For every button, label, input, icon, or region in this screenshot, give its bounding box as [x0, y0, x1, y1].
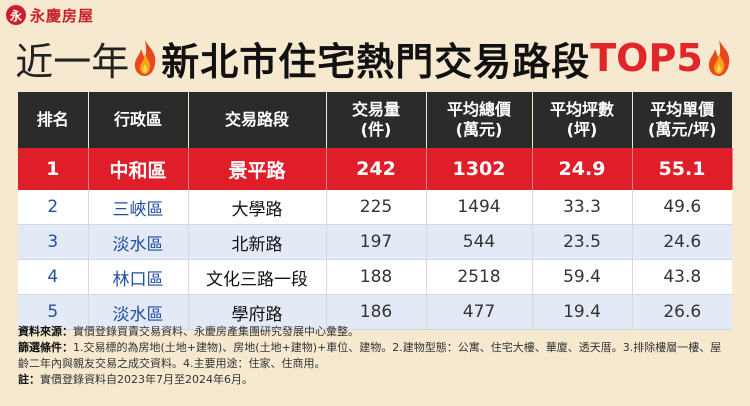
header-district: 行政區 [88, 92, 189, 148]
cell-avg-total: 1302 [426, 148, 533, 190]
cell-rank: 2 [18, 190, 89, 225]
cell-volume: 242 [326, 148, 427, 190]
cell-rank: 4 [18, 259, 89, 295]
cell-volume: 186 [326, 294, 427, 330]
table-header-row: 排名 行政區 交易路段 交易量 (件) 平均總價 (萬元) 平均坪數 (坪) 平均單價… [18, 92, 732, 148]
cell-road: 大學路 [188, 190, 327, 225]
cell-district: 三峽區 [88, 190, 189, 225]
cell-volume: 197 [326, 224, 427, 260]
ranking-table: 排名 行政區 交易路段 交易量 (件) 平均總價 (萬元) 平均坪數 (坪) 平均單價… [18, 92, 733, 330]
flame-icon [708, 40, 730, 76]
title-prefix: 近一年 [15, 39, 130, 84]
note-remark: 註：實價登錄資料自2023年7月至2024年6月。 [18, 373, 253, 386]
cell-avg-unit: 55.1 [632, 148, 733, 190]
cell-road: 文化三路一段 [188, 259, 327, 295]
table-row: 2 三峽區 大學路 225 1494 33.3 49.6 [18, 190, 732, 225]
cell-avg-unit: 43.8 [632, 259, 732, 295]
table-row: 5 淡水區 學府路 186 477 19.4 26.6 [18, 294, 732, 330]
cell-avg-area: 19.4 [532, 294, 633, 330]
cell-volume: 188 [326, 259, 427, 295]
cell-avg-total: 2518 [426, 259, 533, 295]
header-avg-area: 平均坪數 (坪) [532, 92, 633, 148]
cell-avg-area: 33.3 [532, 190, 633, 225]
cell-rank: 3 [18, 224, 89, 260]
header-avg-total: 平均總價 (萬元) [426, 92, 533, 148]
cell-road: 學府路 [188, 294, 327, 330]
brand-logo: 永 永慶房屋 [6, 4, 94, 26]
cell-district: 淡水區 [88, 224, 189, 260]
cell-road: 北新路 [188, 224, 327, 260]
cell-district: 中和區 [88, 148, 189, 190]
cell-avg-area: 23.5 [532, 224, 633, 260]
header-road: 交易路段 [188, 92, 327, 148]
cell-avg-total: 477 [426, 294, 533, 330]
flame-icon [135, 40, 156, 76]
cell-avg-area: 59.4 [532, 259, 633, 295]
cell-avg-area: 24.9 [532, 148, 633, 190]
table-row-top: 1 中和區 景平路 242 1302 24.9 55.1 [18, 148, 733, 190]
footnotes: 資料來源：實價登錄買賣交易資料、永慶房產集團研究發展中心彙整。 篩選條件：1.交… [18, 324, 732, 388]
cell-rank: 1 [18, 148, 89, 190]
cell-district: 林口區 [88, 259, 189, 295]
cell-rank: 5 [18, 294, 89, 330]
cell-avg-total: 1494 [426, 190, 533, 225]
page-title: 近一年 新北市住宅熱門交易路段 TOP5 [0, 32, 750, 84]
note-source: 資料來源：實價登錄買賣交易資料、永慶房產集團研究發展中心彙整。 [18, 325, 359, 338]
logo-mark-icon: 永 [6, 5, 26, 25]
cell-avg-unit: 26.6 [632, 294, 732, 330]
cell-avg-total: 544 [426, 224, 533, 260]
header-rank: 排名 [18, 92, 89, 148]
header-volume: 交易量 (件) [326, 92, 427, 148]
cell-avg-unit: 49.6 [632, 190, 732, 225]
title-main: 新北市住宅熱門交易路段 [161, 39, 591, 84]
cell-road: 景平路 [188, 148, 327, 190]
header-avg-unit: 平均單價 (萬元/坪) [632, 92, 732, 148]
cell-volume: 225 [326, 190, 427, 225]
cell-avg-unit: 24.6 [632, 224, 732, 260]
table-row: 4 林口區 文化三路一段 188 2518 59.4 43.8 [18, 259, 732, 295]
title-suffix: TOP5 [590, 36, 703, 80]
table-row: 3 淡水區 北新路 197 544 23.5 24.6 [18, 224, 732, 260]
note-filter: 篩選條件：1.交易標的為房地(土地+建物)、房地(土地+建物)+車位、建物。2.… [18, 341, 722, 370]
cell-district: 淡水區 [88, 294, 189, 330]
brand-name: 永慶房屋 [30, 6, 95, 25]
